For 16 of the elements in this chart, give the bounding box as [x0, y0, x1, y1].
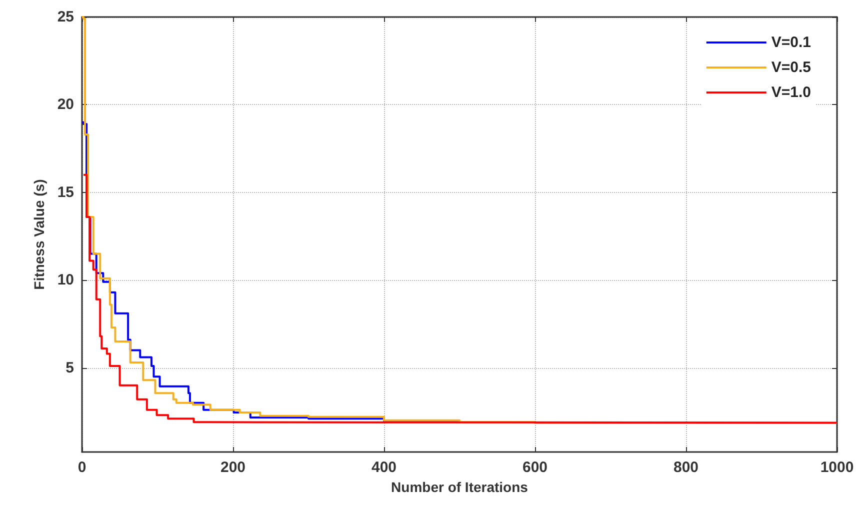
y-tick-label: 25	[57, 8, 74, 26]
x-tick-label: 400	[371, 459, 397, 476]
y-axis-title: Fitness Value (s)	[31, 179, 47, 290]
x-tick-label: 200	[220, 459, 246, 476]
y-tick-label: 5	[66, 359, 74, 376]
legend-label: V=0.5	[771, 59, 812, 76]
y-tick-label: 20	[57, 96, 74, 114]
x-tick-label: 1000	[820, 459, 854, 476]
x-tick-label: 0	[78, 459, 86, 476]
legend-label: V=1.0	[771, 84, 812, 101]
x-axis-title: Number of Iterations	[391, 478, 528, 495]
x-tick-label: 600	[522, 459, 548, 476]
y-tick-label: 10	[57, 272, 74, 289]
x-tick-label: 800	[673, 459, 699, 476]
legend-label: V=0.1	[771, 34, 812, 51]
y-tick-label: 15	[57, 184, 74, 201]
